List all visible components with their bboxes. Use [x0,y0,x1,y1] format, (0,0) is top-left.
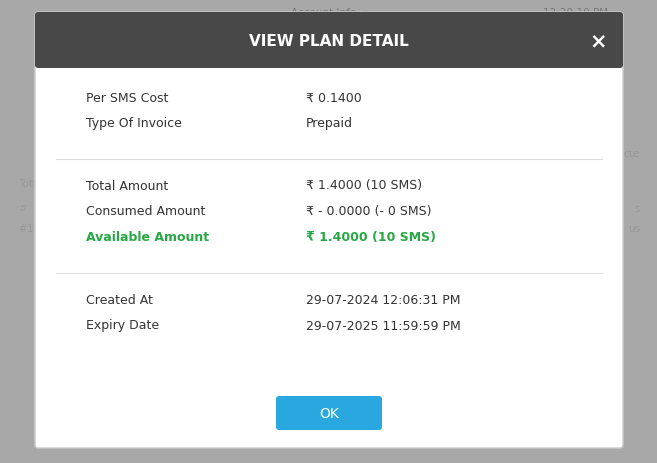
Text: 29-07-2025 11:59:59 PM: 29-07-2025 11:59:59 PM [306,319,461,332]
Text: Prepaid: Prepaid [306,117,353,130]
Text: Per SMS Cost: Per SMS Cost [86,91,168,104]
Bar [38,46,620,66]
Text: ₹ 0.1400: ₹ 0.1400 [306,91,362,104]
Text: Type Of Invoice: Type Of Invoice [86,117,182,130]
Text: Total: Total [18,179,42,188]
Text: 12:20:10 PM: 12:20:10 PM [543,8,608,18]
Text: s: s [635,204,640,213]
Text: Expiry Date: Expiry Date [86,319,159,332]
Text: Available Amount: Available Amount [86,231,209,244]
Text: ×: × [589,31,607,51]
FancyBboxPatch shape [276,396,382,430]
FancyBboxPatch shape [35,13,623,448]
Text: Consumed Amount: Consumed Amount [86,205,206,218]
Text: Account Info  »: Account Info » [291,8,369,18]
Text: ₹ 1.4000 (10 SMS): ₹ 1.4000 (10 SMS) [306,231,436,244]
Text: #: # [18,204,27,213]
Text: Created At: Created At [86,293,153,306]
Text: ₹ 1.4000 (10 SMS): ₹ 1.4000 (10 SMS) [306,179,422,192]
Text: Total Amount: Total Amount [86,179,168,192]
Text: 29-07-2024 12:06:31 PM: 29-07-2024 12:06:31 PM [306,293,461,306]
Text: OK: OK [319,406,339,420]
FancyBboxPatch shape [35,13,623,69]
Text: us: us [628,224,640,233]
Text: #1: #1 [18,224,34,233]
Text: ₹ - 0.0000 (- 0 SMS): ₹ - 0.0000 (- 0 SMS) [306,205,432,218]
Text: cte: cte [623,149,640,159]
Text: VIEW PLAN DETAIL: VIEW PLAN DETAIL [249,33,409,49]
